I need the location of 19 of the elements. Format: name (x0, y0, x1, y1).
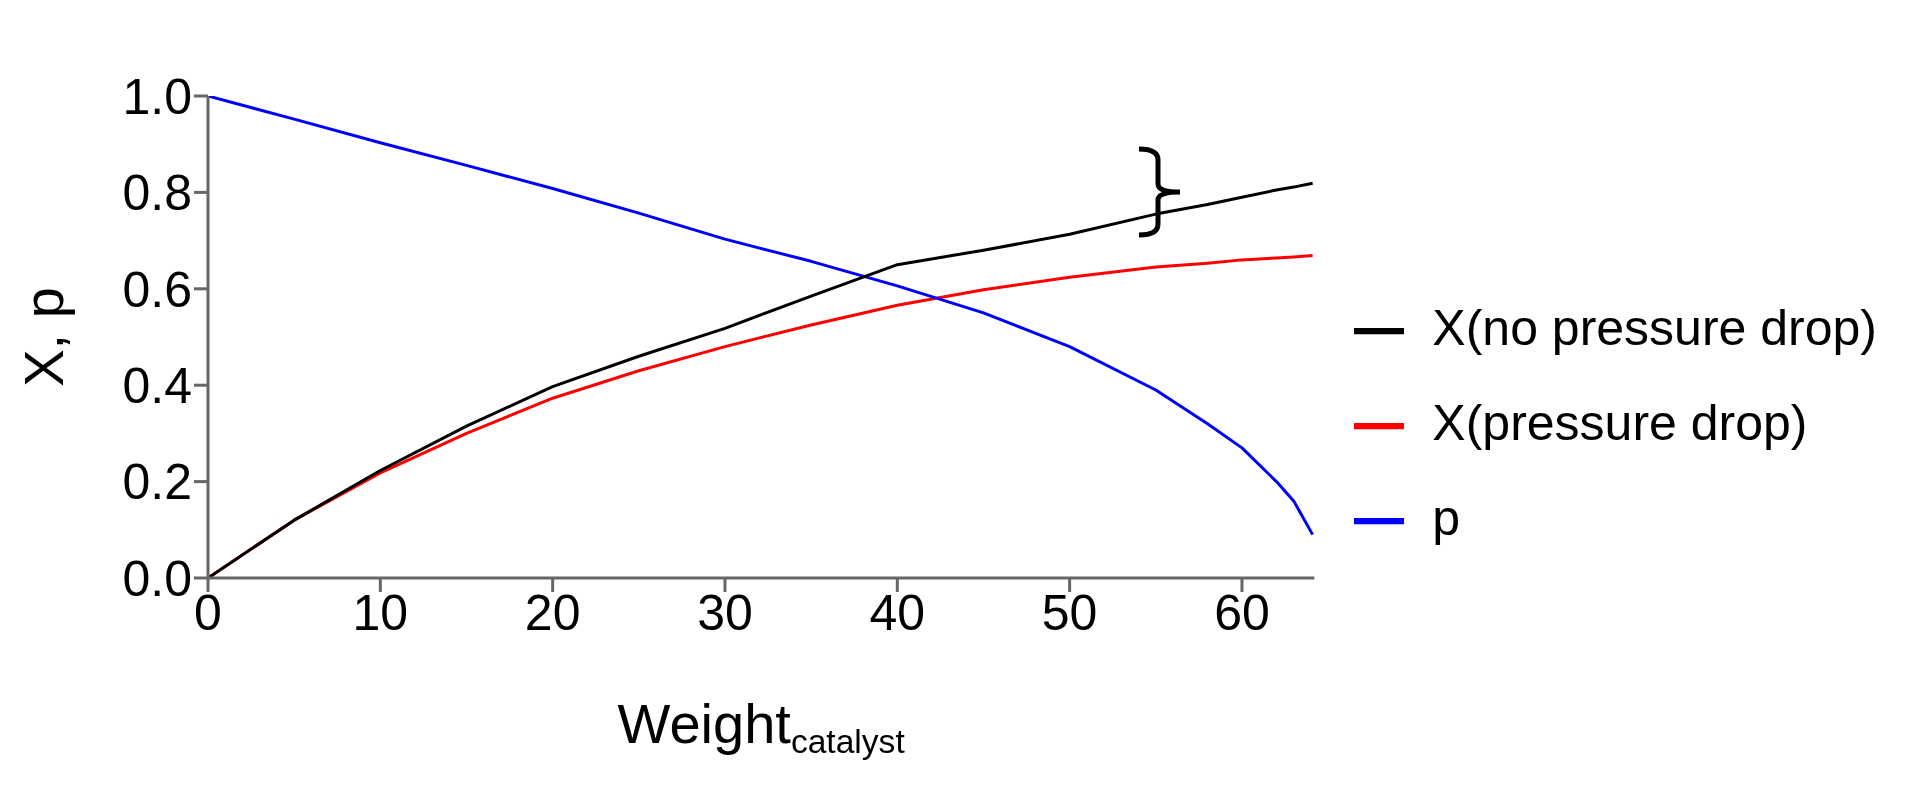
x-axis-title: Weight$_{catalyst}$ (617, 692, 906, 761)
y-axis-title: X, p (12, 287, 75, 387)
y-tick-label: 1.0 (122, 68, 192, 125)
x-tick-label: 60 (1214, 584, 1270, 641)
x-tick-label: 0 (194, 584, 222, 641)
x-tick-label: 20 (524, 584, 581, 641)
x-tick-label: 40 (869, 584, 926, 641)
line-series (208, 96, 1315, 537)
y-tick-label: 0.8 (122, 165, 192, 222)
y-tick-label: 0.0 (122, 550, 192, 607)
y-tick-label: 0.4 (122, 357, 192, 414)
y-tick-label: 0.2 (122, 454, 192, 511)
legend-label: p (1432, 489, 1461, 546)
x-tick-label: 30 (697, 584, 753, 641)
x-tick-label: 50 (1041, 584, 1098, 641)
legend-label: X(pressure drop) (1432, 394, 1808, 451)
legend-label: X(no pressure drop) (1432, 299, 1877, 356)
y-tick-label: 0.6 (122, 261, 192, 318)
x-tick-label: 10 (352, 584, 409, 641)
